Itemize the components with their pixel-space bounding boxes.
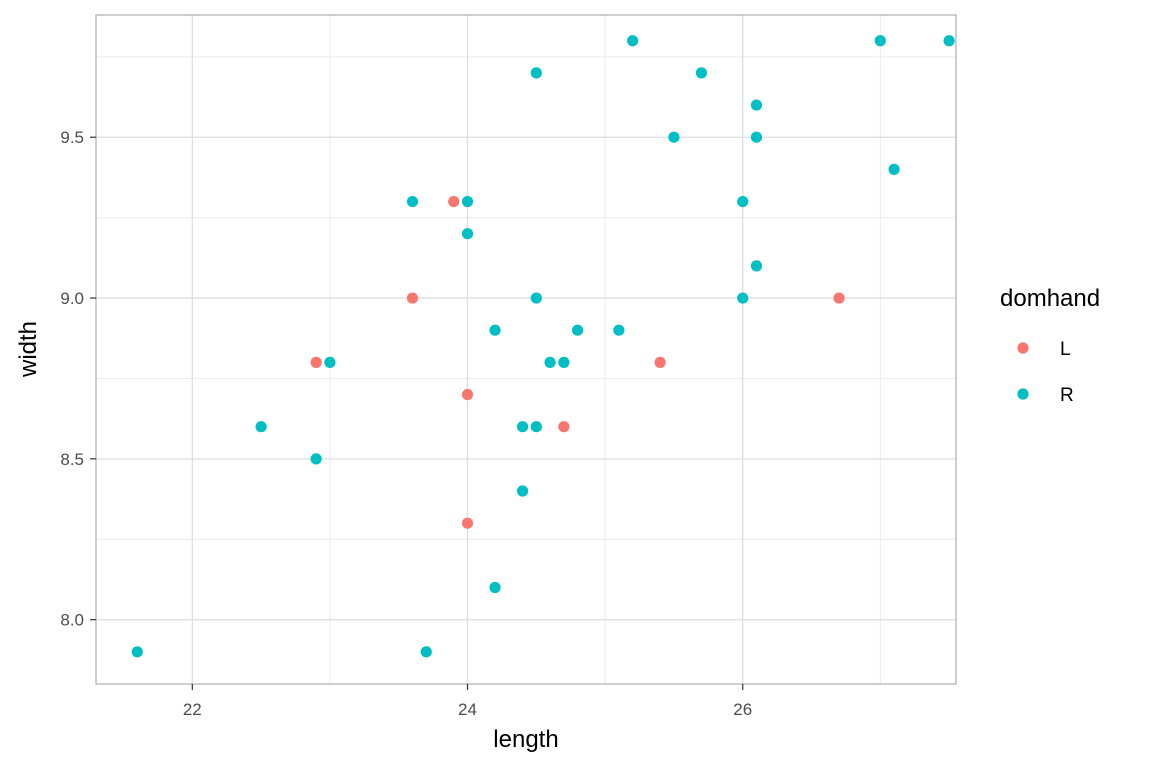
data-point-R [695,67,708,79]
data-point-R [613,324,625,336]
data-point-R [255,421,267,433]
y-axis-ticks: 8.0 8.5 9.0 9.5 [60,128,96,630]
y-tick-label: 8.0 [60,611,84,630]
data-point-R [737,195,749,208]
legend-key-L [1017,342,1029,354]
legend-key-R [1017,388,1029,400]
data-point-R [516,485,529,497]
data-point-R [544,356,556,368]
legend-items: LR [1017,339,1074,406]
data-point-R [750,131,763,143]
data-point-R [530,67,542,79]
data-point-R [324,356,336,368]
data-points [131,35,955,658]
x-tick-label: 26 [733,700,752,719]
data-point-R [131,646,143,658]
x-tick-label: 22 [183,700,202,719]
data-point-R [530,292,542,304]
data-point-R [489,324,501,336]
y-tick-label: 9.5 [60,128,84,147]
legend-label-L: L [1060,339,1071,360]
legend: domhand LR [1000,285,1100,406]
data-point-R [888,163,900,175]
plot-panel-background [96,15,956,684]
data-point-R [461,228,474,240]
data-point-L [448,195,460,208]
data-point-R [530,421,542,433]
data-point-L [310,356,322,368]
grid-minor [96,15,956,684]
data-point-R [750,99,763,111]
data-point-L [461,388,474,401]
data-point-L [833,292,845,304]
data-point-R [489,581,501,594]
data-point-R [461,195,474,208]
data-point-R [737,292,749,304]
x-tick-label: 24 [458,700,477,719]
data-point-R [750,260,763,272]
data-point-R [310,453,322,465]
plot-panel-border [95,14,957,685]
data-point-L [558,421,570,433]
grid-major [96,15,956,684]
y-tick-label: 9.0 [60,289,84,308]
x-axis-ticks: 22 24 26 [183,684,752,719]
data-point-R [668,131,680,143]
data-point-R [943,35,955,47]
x-axis-title: length [493,726,558,753]
y-axis-title: width [15,321,42,378]
data-point-L [406,292,419,304]
data-point-R [874,35,886,47]
data-point-R [420,646,432,658]
legend-title: domhand [1000,285,1100,312]
data-point-L [461,517,474,529]
data-point-R [516,421,529,433]
data-point-R [627,35,639,47]
data-point-R [572,324,584,336]
y-tick-label: 8.5 [60,450,84,469]
data-point-R [406,195,419,208]
data-point-R [558,356,570,368]
legend-label-R: R [1060,385,1074,406]
data-point-L [654,356,666,368]
